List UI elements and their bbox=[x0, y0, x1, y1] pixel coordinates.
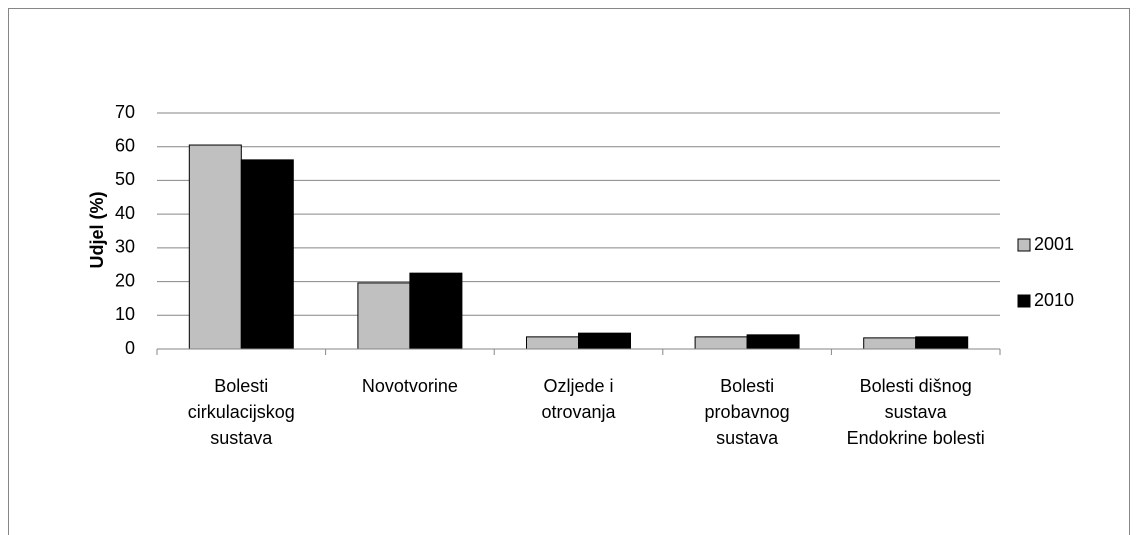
legend-label: 2010 bbox=[1034, 290, 1074, 310]
x-tick-label: Bolesti probavnog sustava bbox=[704, 376, 790, 448]
bar bbox=[526, 336, 579, 350]
bar bbox=[578, 332, 631, 350]
bar bbox=[694, 336, 748, 350]
bar bbox=[746, 334, 800, 350]
y-axis-label: Udjel (%) bbox=[87, 191, 107, 268]
bar bbox=[863, 337, 917, 350]
y-tick-label: 10 bbox=[115, 304, 135, 324]
x-tick-label: Ozljede i otrovanja bbox=[541, 376, 616, 422]
x-tick-label: Bolesti dišnog sustava Endokrine bolesti bbox=[846, 376, 985, 448]
y-tick-label: 50 bbox=[115, 169, 135, 189]
bar bbox=[409, 272, 463, 350]
x-tick-label: Novotvorine bbox=[361, 376, 458, 396]
legend-label: 2001 bbox=[1034, 234, 1074, 254]
y-tick-label: 70 bbox=[115, 102, 135, 122]
y-tick-label: 30 bbox=[115, 237, 135, 257]
y-tick-label: 40 bbox=[115, 203, 135, 223]
chart-frame bbox=[8, 8, 1130, 535]
x-tick-label: Bolesti cirkulacijskog sustava bbox=[187, 376, 295, 448]
bar bbox=[240, 159, 294, 350]
y-tick-label: 60 bbox=[115, 135, 135, 155]
y-tick-label: 20 bbox=[115, 270, 135, 290]
bar bbox=[357, 282, 411, 350]
legend-swatch bbox=[1017, 294, 1031, 308]
bar bbox=[915, 336, 969, 350]
y-tick-label: 0 bbox=[125, 338, 135, 358]
bar bbox=[188, 144, 242, 350]
legend-swatch bbox=[1017, 238, 1031, 252]
